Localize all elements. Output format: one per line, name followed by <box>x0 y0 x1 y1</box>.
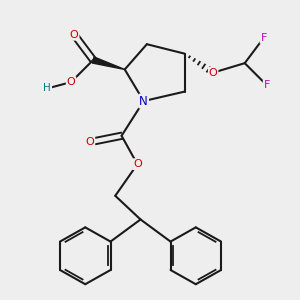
Text: F: F <box>264 80 270 90</box>
Text: N: N <box>139 94 148 108</box>
Text: O: O <box>70 30 79 40</box>
Polygon shape <box>92 57 125 70</box>
Text: F: F <box>260 33 267 43</box>
Text: O: O <box>133 159 142 169</box>
Text: O: O <box>85 137 94 147</box>
Text: O: O <box>67 77 75 87</box>
Text: H: H <box>44 83 51 93</box>
Text: O: O <box>209 68 218 78</box>
